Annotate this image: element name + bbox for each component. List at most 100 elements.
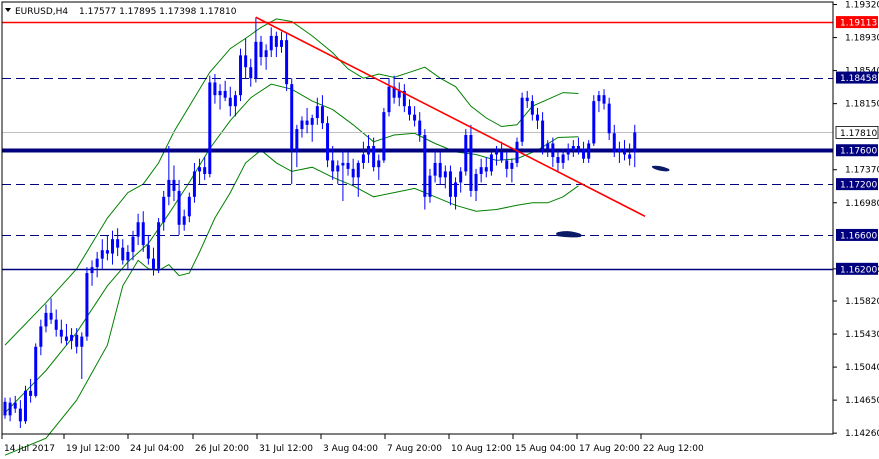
candle [469,124,473,197]
candle [39,319,43,356]
level-label: 1.16200 [836,262,878,275]
candle-body [315,106,319,119]
candle-body [269,35,273,51]
candle-body [29,390,33,396]
candle [346,151,350,176]
candle [223,80,227,102]
candle [336,160,340,185]
candle-body [505,160,509,169]
candle-body [39,326,43,347]
candle [187,192,191,223]
candle [59,319,63,344]
candle [633,124,637,168]
candle [8,397,12,422]
candle-body [44,312,48,327]
candle [392,75,396,104]
candle [520,92,524,146]
candle [551,137,555,168]
level-label: 1.17200 [836,178,878,191]
price-tick-label: 1.16980 [845,199,879,209]
trendline-group[interactable] [255,16,646,218]
time-tick-label: 14 Jul 2017 [4,444,55,454]
candle [244,38,248,79]
candle-body [382,112,386,161]
candle [64,323,68,346]
candle [351,158,355,186]
candle [561,148,565,169]
candle-body [464,134,468,172]
candle-body [157,222,161,269]
bollinger-bands [4,18,579,456]
candle-body [489,154,493,172]
candle [290,78,294,185]
candle-body [198,167,202,172]
candle [34,343,38,398]
candle [54,309,58,337]
candle [556,150,560,172]
candle-body [320,106,324,124]
candle [177,179,181,235]
candle-body [13,402,17,409]
candle-body [561,154,565,163]
candle-body [285,40,289,85]
time-tick-label: 24 Jul 04:00 [130,444,184,454]
candle [310,114,314,142]
candle-body [535,114,539,121]
candle-body [341,162,345,166]
candle [167,146,171,206]
level-label: 1.17600 [836,144,878,157]
price-tick-label: 1.19320 [845,1,879,11]
candle [331,146,335,180]
candle-body [136,222,140,237]
candle-body [59,329,63,337]
candle-body [582,148,586,159]
candle [326,116,330,168]
candle [372,137,376,172]
candle-body [500,151,504,161]
time-tick-label: 15 Aug 04:00 [515,444,576,454]
level-label-text: 1.18458 [840,74,877,84]
level-label: 1.18458 [836,71,878,84]
candle-body [254,41,258,79]
candle-body [576,146,580,149]
candle [566,143,570,161]
candle-body [592,101,596,144]
time-tick-label: 26 Jul 20:00 [195,444,249,454]
candle-body [23,390,27,422]
level-label-bg [836,178,878,191]
horizontal-levels[interactable] [2,21,833,271]
candle [582,141,586,163]
candle-body [602,95,606,104]
candle [213,74,217,104]
candle [576,137,580,155]
candle-body [387,86,391,113]
candle-body [290,84,294,151]
candle [259,35,263,66]
candle-body [356,162,360,178]
candle [535,107,539,130]
candle [44,304,48,333]
candle [70,328,74,350]
dropdown-triangle-icon[interactable] [5,8,11,12]
candle-body [428,175,432,197]
candle [510,158,514,183]
time-tick-label: 7 Aug 20:00 [387,444,442,454]
candle-body [495,151,499,155]
candle [254,17,258,83]
candle-body [484,167,488,172]
candle [203,157,207,180]
candle [367,134,371,163]
candle [612,124,616,158]
resistance-trendline[interactable] [255,16,646,218]
candle-body [34,346,38,396]
candle [464,129,468,176]
time-tick-label: 10 Aug 12:00 [451,444,512,454]
candle-body [520,97,524,142]
candle-body [105,250,109,254]
candle [29,378,33,403]
price-tick-label: 1.15430 [845,330,879,340]
candle [182,209,186,231]
level-label-text: 1.17600 [840,147,877,157]
candle-body [192,171,196,197]
